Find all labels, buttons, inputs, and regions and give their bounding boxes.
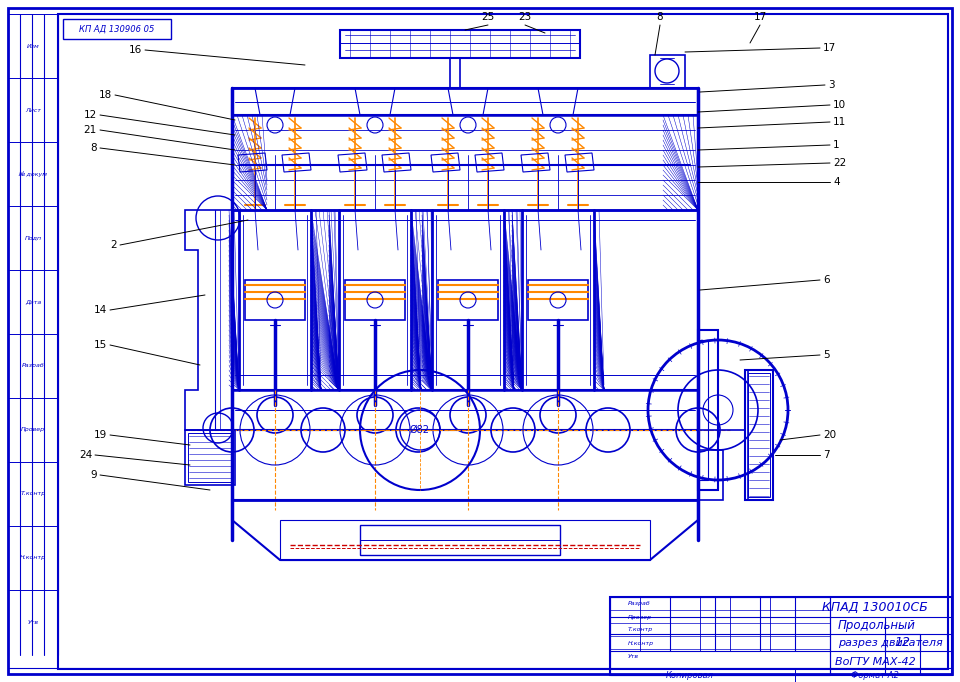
Text: 5: 5 (823, 350, 829, 360)
Text: 22: 22 (833, 158, 847, 168)
Text: Н.контр: Н.контр (628, 640, 654, 645)
Text: 7: 7 (823, 450, 829, 460)
Text: Лист: Лист (25, 108, 41, 113)
Bar (63, 19, 171, 39)
Text: 12: 12 (894, 636, 910, 649)
Text: Утв: Утв (28, 619, 38, 625)
Text: 20: 20 (823, 430, 836, 440)
Text: 24: 24 (79, 450, 92, 460)
Text: 11: 11 (833, 117, 847, 127)
Bar (698, 340, 708, 480)
Bar (698, 330, 718, 490)
Text: № докум: № докум (18, 171, 47, 177)
Text: Копировал: Копировал (666, 670, 714, 679)
Bar (610, 597, 830, 675)
Text: 12: 12 (84, 110, 97, 120)
Text: КП АД 130906 05: КП АД 130906 05 (80, 25, 155, 33)
Text: 3: 3 (828, 80, 834, 90)
Text: 10: 10 (833, 100, 846, 110)
Text: Н.контр: Н.контр (20, 556, 46, 561)
Bar (885, 634, 920, 651)
Text: КПАД 130010СБ: КПАД 130010СБ (822, 600, 928, 614)
Text: 18: 18 (99, 90, 112, 100)
Bar (748, 373, 770, 497)
Bar (188, 433, 232, 482)
Text: Разраб: Разраб (628, 602, 651, 606)
Bar (745, 370, 773, 500)
Text: Подп: Подп (24, 235, 41, 241)
Text: 6: 6 (823, 275, 829, 285)
Text: 8: 8 (90, 143, 97, 153)
Bar (360, 525, 560, 555)
Text: 14: 14 (94, 305, 107, 315)
Text: 25: 25 (481, 12, 494, 22)
Bar (698, 450, 723, 500)
Text: 4: 4 (833, 177, 840, 187)
Text: Ø82: Ø82 (410, 425, 430, 435)
Text: Провер: Провер (21, 428, 45, 432)
Text: 8: 8 (657, 12, 663, 22)
Text: 17: 17 (754, 12, 767, 22)
Text: 16: 16 (129, 45, 142, 55)
Text: Провер: Провер (628, 614, 652, 619)
Text: Разраб: Разраб (22, 364, 44, 368)
Text: 2: 2 (110, 240, 117, 250)
Text: Продольный: Продольный (838, 619, 916, 632)
Text: Изм: Изм (27, 44, 39, 48)
Text: 23: 23 (518, 12, 532, 22)
Text: 1: 1 (833, 140, 840, 150)
Text: Т.контр: Т.контр (628, 627, 653, 632)
Bar (185, 430, 235, 485)
Text: Т.контр: Т.контр (20, 492, 46, 496)
Text: Утв: Утв (628, 653, 639, 659)
Text: Формат А2: Формат А2 (852, 670, 899, 679)
Text: 9: 9 (90, 470, 97, 480)
Text: 21: 21 (84, 125, 97, 135)
Text: разрез двигателя: разрез двигателя (838, 638, 943, 648)
Bar (650, 55, 685, 88)
Text: 19: 19 (94, 430, 107, 440)
Text: ВоГТУ МАХ-42: ВоГТУ МАХ-42 (834, 657, 916, 667)
Text: 17: 17 (823, 43, 836, 53)
Text: 15: 15 (94, 340, 107, 350)
Bar (610, 597, 952, 675)
Text: Дата: Дата (25, 299, 41, 304)
